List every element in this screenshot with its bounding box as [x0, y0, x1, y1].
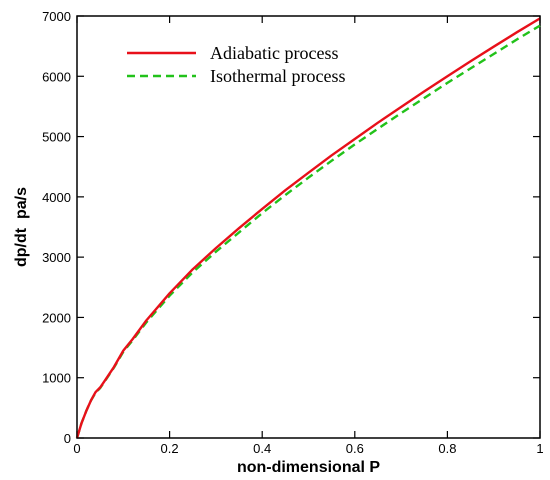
x-tick-label: 1: [536, 441, 543, 456]
legend: Adiabatic process Isothermal process: [127, 43, 345, 86]
plot-area: [76, 15, 541, 439]
x-tick-label: 0.8: [438, 441, 456, 456]
legend-label-isothermal: Isothermal process: [210, 66, 345, 86]
y-tick-label: 7000: [42, 9, 71, 24]
y-axis-title: dp/dt pa/s: [13, 187, 30, 267]
plot-frame: [76, 15, 541, 439]
y-tick-label: 2000: [42, 310, 71, 325]
x-tick-label: 0.4: [253, 441, 271, 456]
y-tick-label: 4000: [42, 190, 71, 205]
x-tick-label: 0: [73, 441, 80, 456]
legend-label-adiabatic: Adiabatic process: [210, 43, 338, 63]
y-tick-label: 0: [64, 431, 71, 446]
y-tick-label: 5000: [42, 130, 71, 145]
series-layer: [75, 17, 541, 439]
series-line-isothermal: [75, 24, 541, 439]
x-tick-label: 0.2: [161, 441, 179, 456]
x-axis-title: non-dimensional P: [237, 459, 380, 476]
y-tick-label: 6000: [42, 69, 71, 84]
y-tick-label: 3000: [42, 250, 71, 265]
series-line-adiabatic: [75, 17, 541, 439]
x-tick-label: 0.6: [346, 441, 364, 456]
y-tick-label: 1000: [42, 371, 71, 386]
ticks-layer: 0 0.2 0.4 0.6 0.8 1 0 1000 2000 3000 4000 5000 6000 7…: [42, 9, 544, 456]
